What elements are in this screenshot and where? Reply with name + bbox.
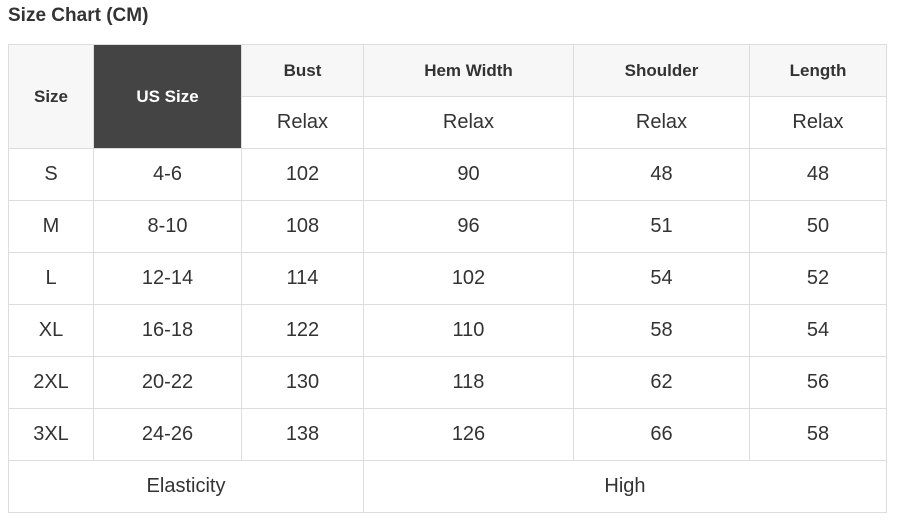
cell-bust: 108 [241, 200, 364, 253]
cell-hem-width: 96 [363, 200, 574, 253]
cell-hem-width: 118 [363, 356, 574, 409]
cell-length: 56 [749, 356, 887, 409]
subheader-hem-width: Relax [363, 96, 574, 149]
cell-us-size: 20-22 [93, 356, 242, 409]
header-size: Size [8, 44, 94, 149]
cell-size: L [8, 252, 94, 305]
cell-size: XL [8, 304, 94, 357]
cell-shoulder: 66 [573, 408, 750, 461]
page-title: Size Chart (CM) [8, 5, 149, 26]
table-row: M 8-10 108 96 51 50 [8, 200, 887, 253]
cell-shoulder: 48 [573, 148, 750, 201]
cell-us-size: 24-26 [93, 408, 242, 461]
header-bust: Bust [241, 44, 364, 97]
cell-hem-width: 126 [363, 408, 574, 461]
size-chart-table: Size US Size Bust Hem Width Shoulder Len… [8, 44, 887, 513]
header-us-size: US Size [93, 44, 242, 149]
cell-shoulder: 51 [573, 200, 750, 253]
cell-us-size: 16-18 [93, 304, 242, 357]
cell-us-size: 8-10 [93, 200, 242, 253]
cell-length: 50 [749, 200, 887, 253]
cell-length: 48 [749, 148, 887, 201]
footer-row: Elasticity High [8, 460, 887, 513]
cell-us-size: 12-14 [93, 252, 242, 305]
table-row: S 4-6 102 90 48 48 [8, 148, 887, 201]
cell-us-size: 4-6 [93, 148, 242, 201]
header-length: Length [749, 44, 887, 97]
cell-bust: 138 [241, 408, 364, 461]
subheader-shoulder: Relax [573, 96, 750, 149]
cell-length: 54 [749, 304, 887, 357]
cell-hem-width: 110 [363, 304, 574, 357]
table-row: L 12-14 114 102 54 52 [8, 252, 887, 305]
cell-bust: 122 [241, 304, 364, 357]
header-shoulder: Shoulder [573, 44, 750, 97]
subheader-length: Relax [749, 96, 887, 149]
cell-size: S [8, 148, 94, 201]
cell-shoulder: 58 [573, 304, 750, 357]
cell-bust: 130 [241, 356, 364, 409]
cell-size: M [8, 200, 94, 253]
cell-shoulder: 62 [573, 356, 750, 409]
cell-length: 52 [749, 252, 887, 305]
elasticity-label: Elasticity [8, 460, 364, 513]
cell-bust: 114 [241, 252, 364, 305]
cell-shoulder: 54 [573, 252, 750, 305]
table-row: 3XL 24-26 138 126 66 58 [8, 408, 887, 461]
subheader-row: Relax Relax Relax Relax [9, 96, 887, 149]
cell-length: 58 [749, 408, 887, 461]
subheader-bust: Relax [241, 96, 364, 149]
header-row: Size US Size Bust Hem Width Shoulder Len… [8, 44, 887, 149]
elasticity-value: High [363, 460, 887, 513]
cell-size: 2XL [8, 356, 94, 409]
header-hem-width: Hem Width [363, 44, 574, 97]
cell-hem-width: 102 [363, 252, 574, 305]
table-row: 2XL 20-22 130 118 62 56 [8, 356, 887, 409]
cell-size: 3XL [8, 408, 94, 461]
cell-bust: 102 [241, 148, 364, 201]
table-row: XL 16-18 122 110 58 54 [8, 304, 887, 357]
cell-hem-width: 90 [363, 148, 574, 201]
